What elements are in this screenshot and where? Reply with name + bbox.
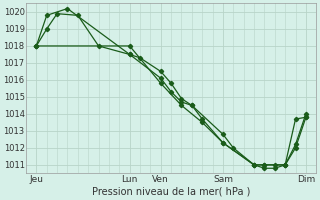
X-axis label: Pression niveau de la mer( hPa ): Pression niveau de la mer( hPa ) [92,187,250,197]
